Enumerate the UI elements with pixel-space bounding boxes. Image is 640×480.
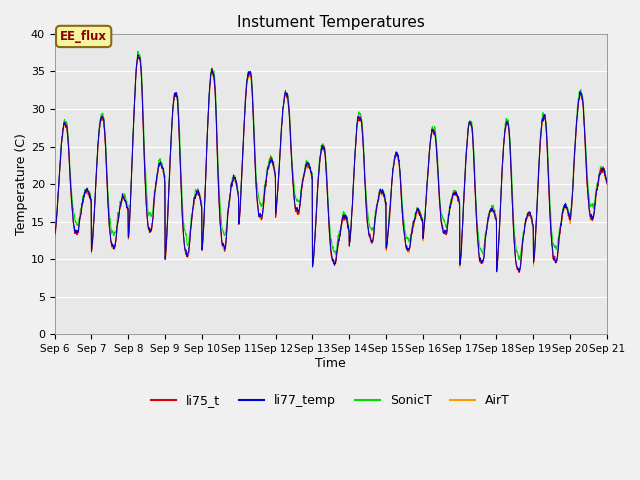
Title: Instument Temperatures: Instument Temperatures — [237, 15, 425, 30]
Y-axis label: Temperature (C): Temperature (C) — [15, 133, 28, 235]
Text: EE_flux: EE_flux — [60, 30, 107, 43]
Legend: li75_t, li77_temp, SonicT, AirT: li75_t, li77_temp, SonicT, AirT — [147, 389, 515, 412]
X-axis label: Time: Time — [316, 357, 346, 370]
